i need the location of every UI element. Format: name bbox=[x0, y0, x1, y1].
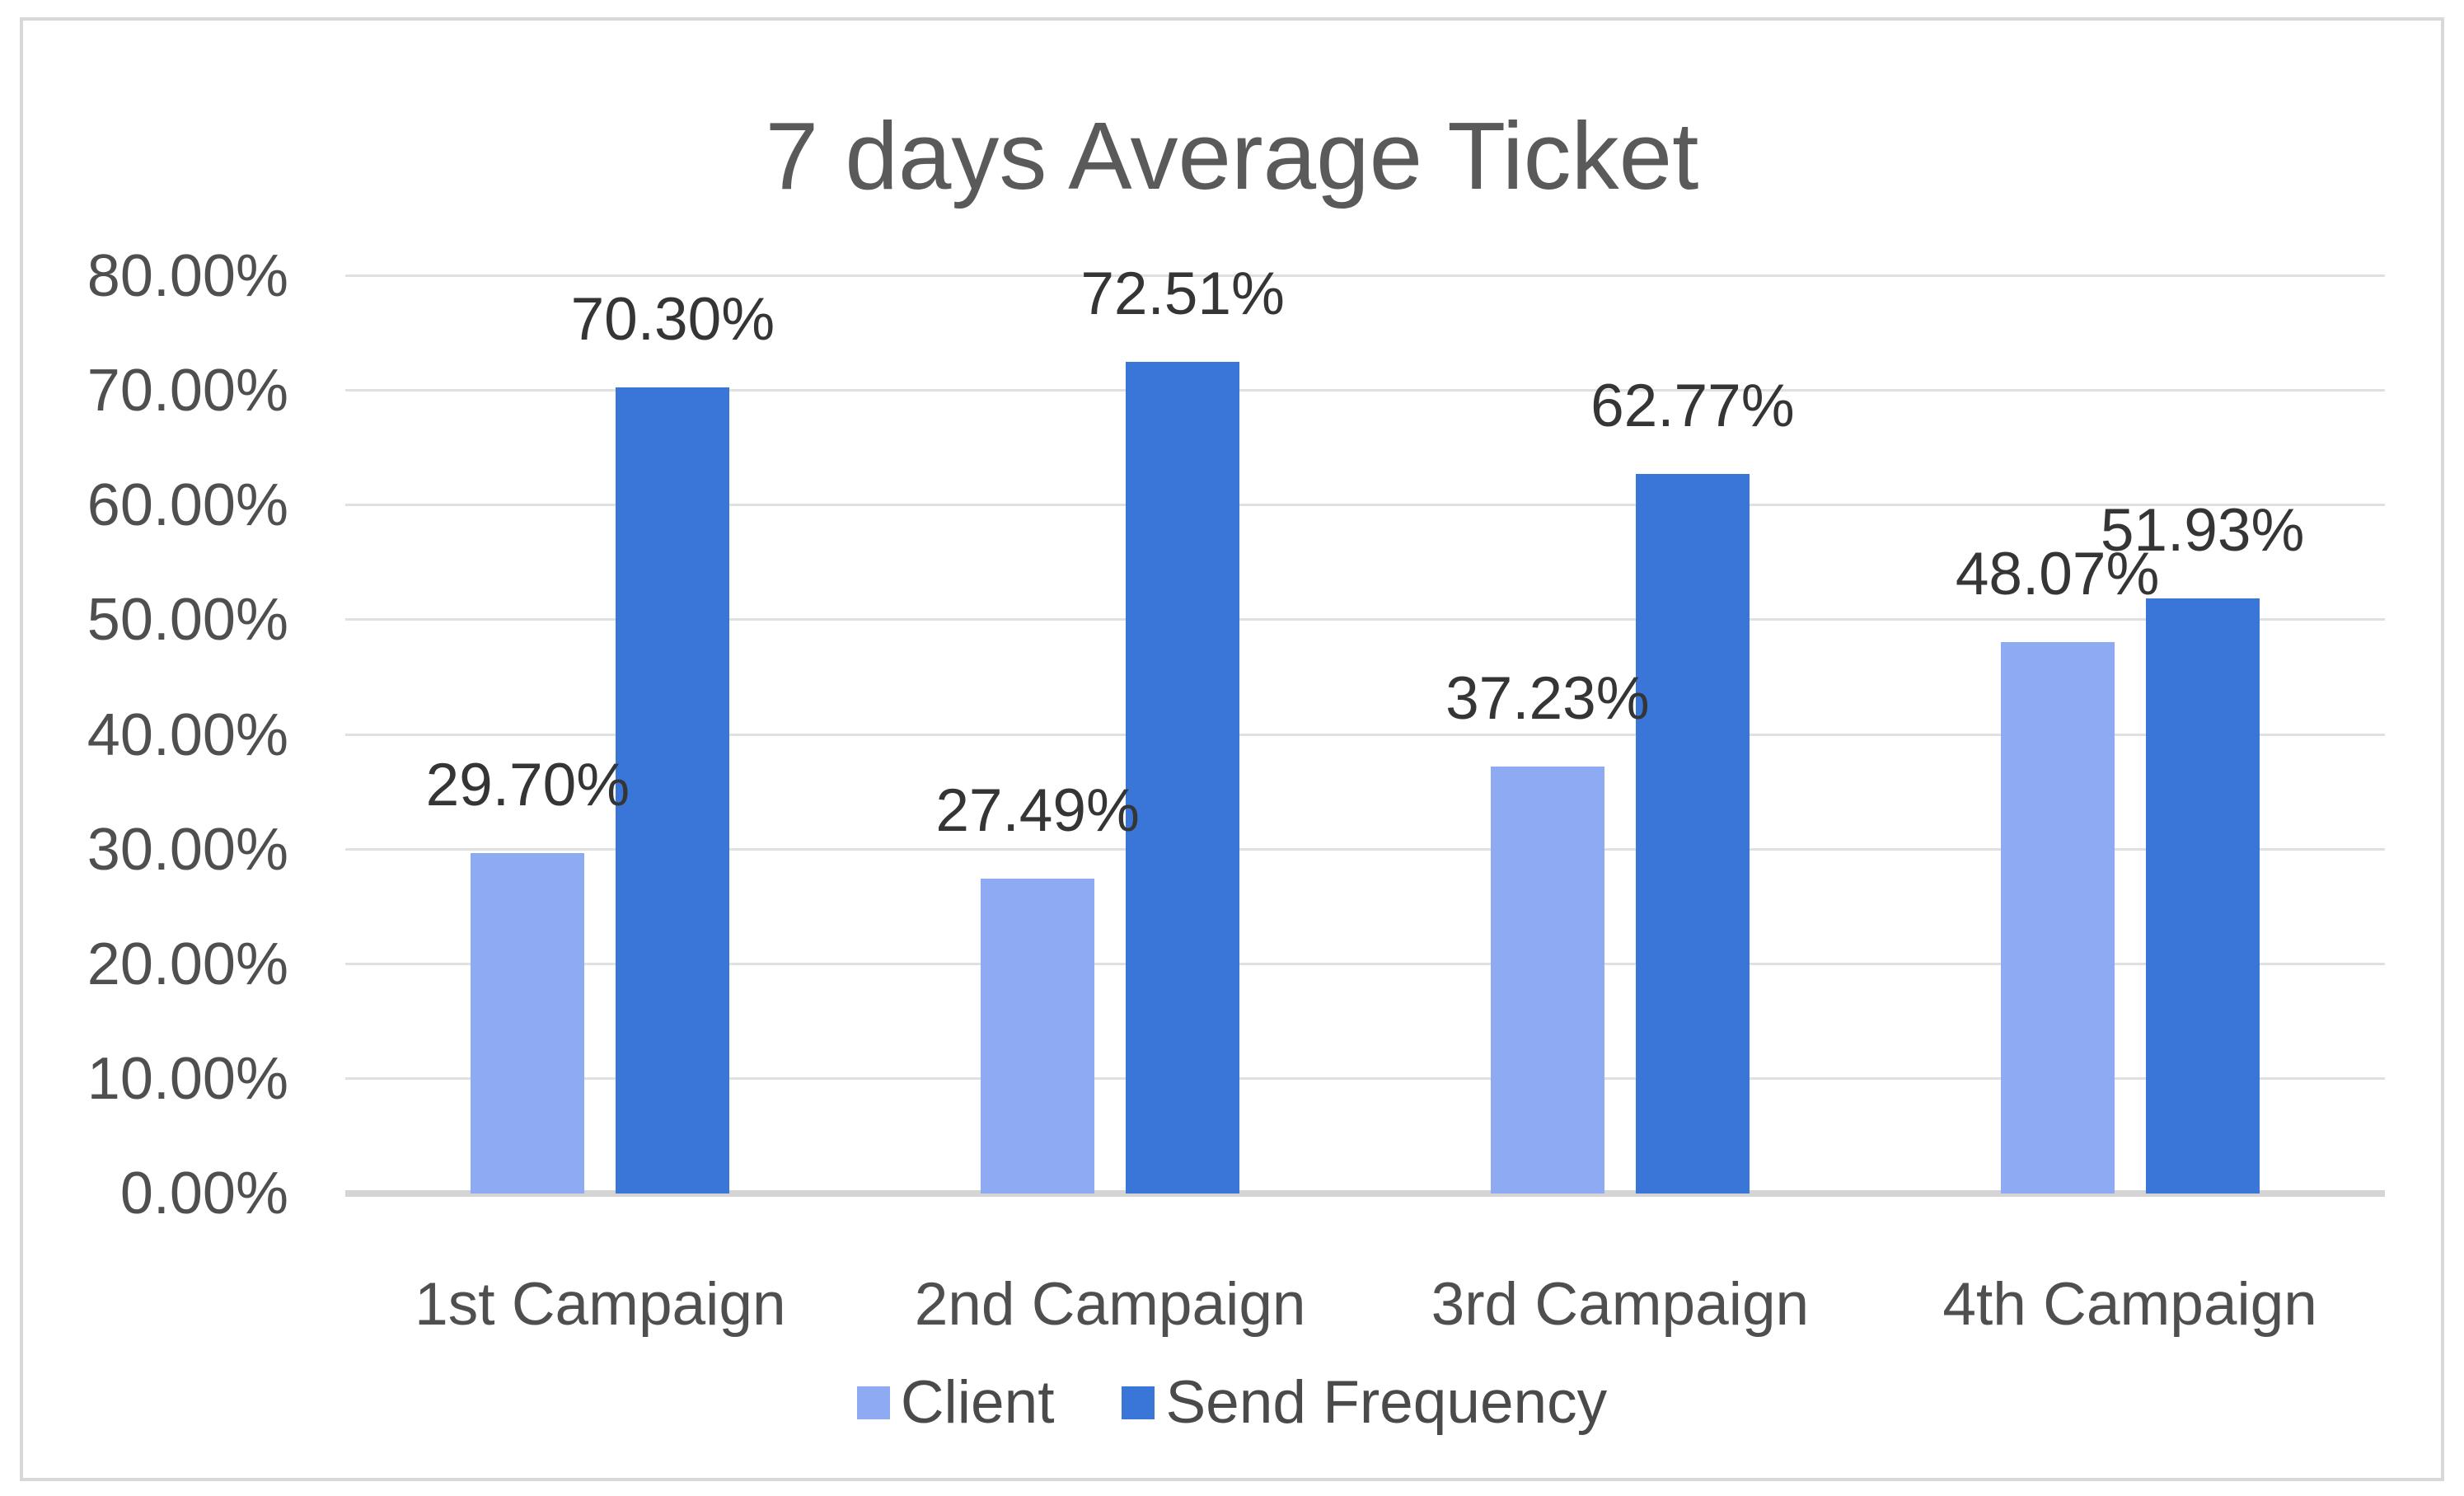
data-label-client-4th-campaign: 48.07% bbox=[1955, 541, 2160, 608]
y-axis-tick-label: 0.00% bbox=[119, 1161, 288, 1226]
legend-item-client: Client bbox=[856, 1369, 1055, 1436]
y-axis-tick-label: 60.00% bbox=[87, 472, 288, 539]
legend: Client Send Frequency bbox=[23, 1372, 2441, 1433]
bar-client-1st-campaign bbox=[471, 852, 585, 1194]
data-label-send-frequency-3rd-campaign: 62.77% bbox=[1590, 372, 1795, 439]
x-axis: 1st Campaign 2nd Campaign 3rd Campaign 4th … bbox=[345, 1271, 2385, 1362]
legend-label-send-frequency: Send Frequency bbox=[1165, 1369, 1608, 1436]
gridline bbox=[345, 962, 2385, 965]
legend-label-client: Client bbox=[900, 1369, 1055, 1436]
legend-swatch-send-frequency-icon bbox=[1122, 1386, 1155, 1419]
gridline bbox=[345, 389, 2385, 392]
y-axis: 0.00% 10.00% 20.00% 30.00% 40.00% 50.00% 60.00… bbox=[23, 246, 288, 1223]
bar-send-frequency-3rd-campaign bbox=[1635, 473, 1750, 1194]
y-axis-tick-label: 10.00% bbox=[87, 1045, 288, 1112]
x-axis-label-4th-campaign: 4th Campaign bbox=[1942, 1271, 2317, 1338]
x-axis-line bbox=[345, 1190, 2385, 1197]
gridline bbox=[345, 618, 2385, 621]
gridline bbox=[345, 274, 2385, 277]
bar-client-2nd-campaign bbox=[981, 878, 1095, 1194]
legend-swatch-client-icon bbox=[856, 1386, 890, 1419]
bar-client-3rd-campaign bbox=[1490, 767, 1604, 1194]
bar-client-4th-campaign bbox=[2000, 642, 2115, 1194]
x-axis-label-3rd-campaign: 3rd Campaign bbox=[1431, 1271, 1810, 1338]
y-axis-tick-label: 70.00% bbox=[87, 358, 288, 424]
data-label-client-1st-campaign: 29.70% bbox=[425, 751, 630, 818]
y-axis-tick-label: 20.00% bbox=[87, 931, 288, 997]
data-label-client-2nd-campaign: 27.49% bbox=[935, 776, 1140, 844]
x-axis-label-2nd-campaign: 2nd Campaign bbox=[914, 1271, 1306, 1338]
gridline bbox=[345, 504, 2385, 507]
gridline bbox=[345, 733, 2385, 736]
data-label-send-frequency-1st-campaign: 70.30% bbox=[570, 285, 775, 353]
legend-item-send-frequency: Send Frequency bbox=[1122, 1372, 1607, 1433]
x-axis-label-1st-campaign: 1st Campaign bbox=[415, 1271, 786, 1338]
data-label-send-frequency-4th-campaign: 51.93% bbox=[2100, 496, 2305, 564]
gridline bbox=[345, 1076, 2385, 1080]
y-axis-tick-label: 80.00% bbox=[87, 243, 288, 309]
bar-send-frequency-2nd-campaign bbox=[1126, 362, 1240, 1194]
bar-send-frequency-4th-campaign bbox=[2145, 598, 2260, 1194]
bar-send-frequency-1st-campaign bbox=[616, 387, 730, 1194]
data-label-client-3rd-campaign: 37.23% bbox=[1445, 665, 1650, 733]
y-axis-tick-label: 50.00% bbox=[87, 587, 288, 654]
chart-frame: 7 days Average Ticket 0.00% 10.00% 20.00% 3… bbox=[20, 17, 2444, 1481]
y-axis-tick-label: 40.00% bbox=[87, 701, 288, 768]
gridline bbox=[345, 847, 2385, 851]
plot-area: 29.70% 70.30% 27.49% 72.51% 37.23% 62.77% 48.0… bbox=[345, 264, 2385, 1197]
y-axis-tick-label: 30.00% bbox=[87, 816, 288, 883]
data-label-send-frequency-2nd-campaign: 72.51% bbox=[1080, 260, 1285, 328]
chart-title: 7 days Average Ticket bbox=[765, 102, 1699, 209]
